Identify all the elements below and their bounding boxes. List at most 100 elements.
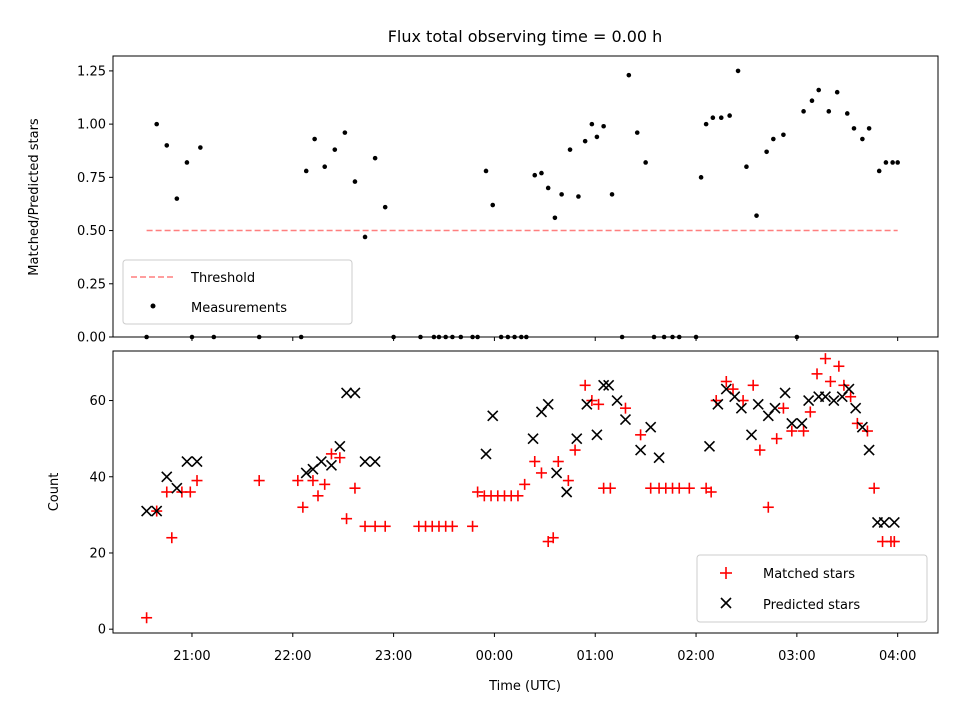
predicted-star-point xyxy=(645,421,657,433)
matched-star-point xyxy=(683,482,695,494)
predicted-star-point xyxy=(712,398,724,410)
x-axis-label: Time (UTC) xyxy=(488,679,561,694)
matched-star-point xyxy=(710,395,722,407)
x-tick-label: 00:00 xyxy=(476,649,513,664)
measurement-point xyxy=(576,194,581,199)
legend-matched-label: Matched stars xyxy=(763,567,855,582)
measurement-point xyxy=(634,130,640,135)
matched-star-point xyxy=(762,501,774,513)
bottom-y-tick-label: 0 xyxy=(98,623,106,638)
measurement-point xyxy=(382,204,388,210)
x-tick-label: 02:00 xyxy=(677,649,714,664)
matched-star-point xyxy=(562,475,574,487)
predicted-star-point xyxy=(611,394,623,407)
measurement-point xyxy=(643,160,648,165)
matched-star-point xyxy=(833,360,845,372)
matched-star-point xyxy=(604,482,616,494)
matched-star-point xyxy=(845,391,857,403)
matched-star-point xyxy=(472,486,484,498)
top-axes: 0.00 0.25 0.50 0.75 1.00 1.25 Matched/Predict… xyxy=(27,55,939,346)
predicted-star-point xyxy=(779,387,791,399)
predicted-star-point xyxy=(191,455,203,468)
predicted-star-point xyxy=(349,387,361,399)
top-y-tick-label: 1.00 xyxy=(77,118,106,133)
matched-star-point xyxy=(868,482,880,494)
measurement-point xyxy=(559,192,564,197)
predicted-star-point xyxy=(551,467,563,479)
measurement-point xyxy=(860,136,865,142)
predicted-star-point xyxy=(703,440,716,452)
measurement-point xyxy=(312,136,317,142)
measurement-point xyxy=(174,196,180,201)
measurement-point xyxy=(552,215,558,221)
predicted-star-point xyxy=(598,379,610,391)
predicted-star-point xyxy=(803,394,815,407)
measurement-point xyxy=(372,155,378,161)
matched-star-point xyxy=(446,520,458,532)
predicted-star-point xyxy=(796,417,808,429)
measurement-point xyxy=(890,160,895,165)
measurement-point xyxy=(154,121,159,127)
matched-star-point xyxy=(325,448,337,460)
measurement-point xyxy=(539,170,544,176)
matched-star-point xyxy=(579,379,591,391)
measurement-point xyxy=(322,164,328,169)
matched-star-point xyxy=(297,501,309,513)
matched-star-point xyxy=(379,520,391,532)
x-tick-label: 22:00 xyxy=(274,649,311,664)
legend-predicted-label: Predicted stars xyxy=(763,598,860,613)
bottom-x-ticks: 21:00 22:00 23:00 00:00 01:00 02:00 03:00 04:00 xyxy=(173,633,916,664)
measurement-point xyxy=(801,109,806,114)
matched-star-point xyxy=(547,532,559,544)
matched-star-point xyxy=(369,520,381,532)
matched-star-point xyxy=(619,402,631,414)
matched-star-point xyxy=(341,513,353,525)
predicted-star-point xyxy=(571,433,583,445)
predicted-star-point xyxy=(786,417,798,429)
bottom-y-tick-label: 20 xyxy=(89,546,106,561)
predicted-star-point xyxy=(480,448,492,460)
measurement-point xyxy=(809,98,815,104)
predicted-star-point xyxy=(729,391,741,403)
matched-star-point xyxy=(747,379,759,391)
matched-star-point xyxy=(552,456,564,468)
matched-star-point xyxy=(467,520,479,532)
measurement-point xyxy=(184,160,190,165)
matched-star-point xyxy=(861,425,873,437)
predicted-star-point xyxy=(161,471,173,483)
measurement-point xyxy=(703,121,709,127)
matched-star-point xyxy=(307,475,319,487)
x-tick-label: 03:00 xyxy=(778,649,815,664)
legend-predicted-swatch xyxy=(720,597,732,609)
matched-star-point xyxy=(586,395,598,407)
top-y-axis-label: Matched/Predicted stars xyxy=(27,118,42,276)
predicted-star-point xyxy=(635,444,647,456)
measurement-point xyxy=(744,164,749,169)
predicted-star-point xyxy=(527,433,539,445)
top-legend-box xyxy=(122,259,353,325)
matched-star-point xyxy=(754,444,766,456)
predicted-star-point xyxy=(487,410,499,422)
measurement-point xyxy=(609,192,615,197)
matched-star-point xyxy=(771,433,783,445)
predicted-star-point xyxy=(819,391,831,403)
bottom-legend: Matched stars Predicted stars xyxy=(696,554,928,623)
top-y-ticks: 0.00 0.25 0.50 0.75 1.00 1.25 xyxy=(77,64,113,346)
top-axes-frame xyxy=(112,55,939,338)
matched-star-point xyxy=(519,478,531,490)
bottom-y-axis-label: Count xyxy=(47,473,62,512)
matched-star-point xyxy=(161,486,173,498)
predicted-star-point xyxy=(856,421,868,433)
x-tick-label: 01:00 xyxy=(576,649,613,664)
measurement-point xyxy=(851,126,857,131)
predicted-star-point xyxy=(561,486,573,498)
measurement-point xyxy=(698,175,704,180)
matched-star-point xyxy=(720,375,732,387)
predicted-star-point xyxy=(300,467,312,479)
measurement-point xyxy=(826,109,832,114)
measurement-point xyxy=(303,168,309,174)
bottom-y-tick-label: 40 xyxy=(89,470,106,485)
predicted-star-point xyxy=(843,383,855,395)
predicted-star-point xyxy=(769,402,781,414)
measurement-point xyxy=(198,145,203,150)
